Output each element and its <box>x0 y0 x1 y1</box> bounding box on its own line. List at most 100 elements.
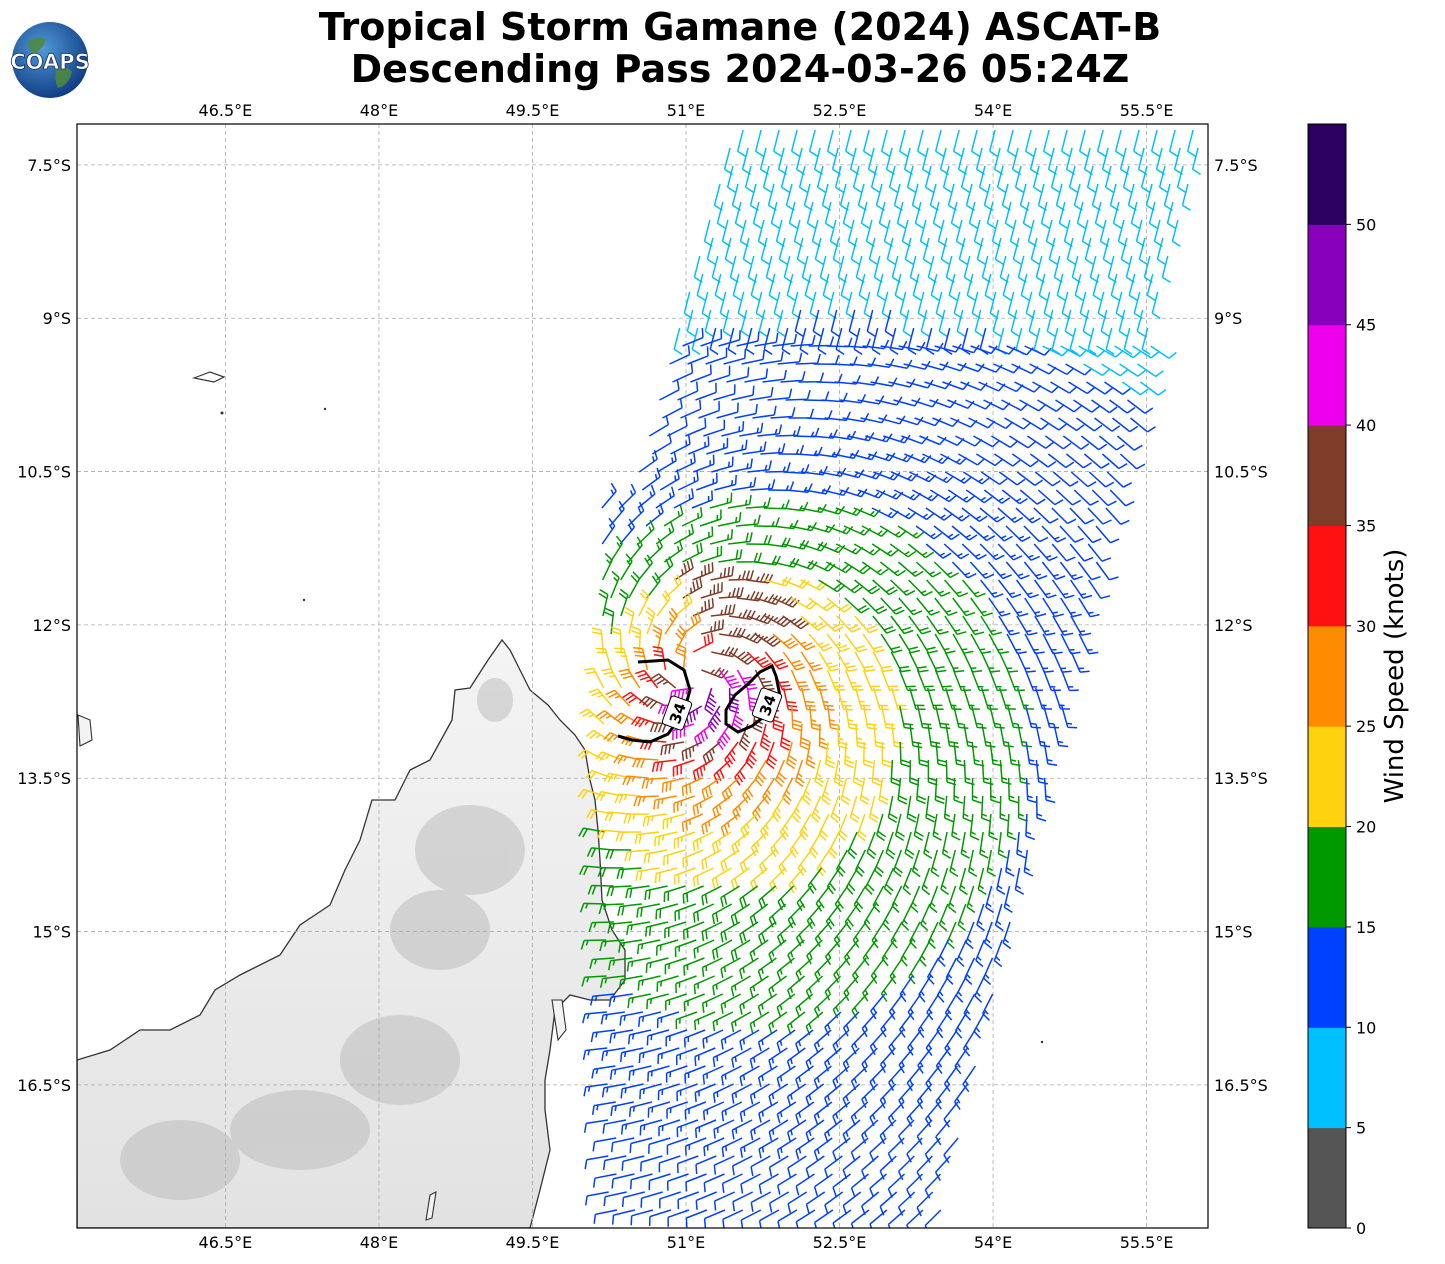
wind-barb <box>887 1101 905 1127</box>
wind-barb <box>730 939 751 961</box>
wind-barb <box>795 1029 814 1053</box>
wind-barb <box>1150 345 1177 359</box>
wind-barb <box>718 669 742 689</box>
wind-barb <box>813 1137 833 1161</box>
wind-barb <box>794 759 805 788</box>
wind-barb <box>643 849 668 864</box>
wind-barb <box>973 435 1001 448</box>
wind-barb <box>738 723 751 752</box>
wind-barb <box>749 386 774 401</box>
wind-barb <box>897 777 908 805</box>
wind-barb <box>647 1101 671 1118</box>
wind-barb <box>1094 201 1104 230</box>
wind-barb <box>821 777 832 806</box>
wind-barb <box>886 237 896 266</box>
wind-barb <box>1006 633 1027 655</box>
wind-barb <box>739 1065 760 1087</box>
wind-barb <box>704 309 714 338</box>
wind-barb <box>701 777 722 800</box>
wind-barb <box>602 1119 627 1134</box>
wind-barb <box>790 129 801 158</box>
wind-barb <box>942 165 953 194</box>
wind-barb <box>939 362 967 372</box>
wind-barb <box>701 993 724 1013</box>
wind-barb <box>1096 345 1124 358</box>
wind-barb <box>1011 453 1039 468</box>
wind-barb <box>736 590 764 602</box>
wind-barb <box>639 1083 662 1100</box>
wind-barb <box>824 741 836 769</box>
wind-barb <box>844 669 864 692</box>
wind-barb <box>772 596 800 608</box>
wind-barb <box>1053 723 1069 748</box>
wind-barb <box>776 993 796 1017</box>
wind-barb <box>604 607 615 635</box>
wind-barb <box>1066 237 1076 266</box>
wind-barb <box>1055 489 1082 506</box>
wind-barb <box>878 201 888 230</box>
wind-barb <box>805 975 824 1000</box>
island-small-4 <box>1040 1040 1044 1044</box>
wind-barb <box>1023 561 1048 580</box>
wind-barb <box>899 741 911 768</box>
wind-barb <box>998 579 1022 599</box>
wind-barb <box>880 340 908 351</box>
wind-barb <box>962 579 986 598</box>
title-line-2: Descending Pass 2024-03-26 05:24Z <box>350 47 1130 91</box>
wind-barb <box>587 884 614 895</box>
lat-tick-label: 7.5°S <box>27 156 71 175</box>
wind-barb <box>630 1209 654 1226</box>
wind-barb <box>786 1119 807 1142</box>
wind-barb <box>880 633 903 654</box>
wind-barb <box>988 345 1016 355</box>
wind-barb <box>768 1155 789 1177</box>
wind-barb <box>585 729 613 743</box>
wind-barb <box>682 611 702 635</box>
wind-barb <box>879 1155 897 1180</box>
wind-barb <box>970 129 981 158</box>
wind-barb <box>975 939 985 968</box>
wind-barb <box>807 867 823 894</box>
wind-barb <box>577 788 605 799</box>
wind-barb <box>926 579 951 597</box>
wind-barb <box>1087 579 1111 600</box>
wind-barb <box>639 1119 663 1136</box>
wind-barb <box>673 795 695 813</box>
wind-barb <box>921 867 931 896</box>
wind-barb <box>1006 813 1017 841</box>
wind-barb <box>717 512 742 527</box>
wind-barb <box>966 885 976 914</box>
wind-barb <box>975 363 1003 373</box>
wind-barb <box>1176 165 1187 194</box>
wind-barb <box>997 543 1023 561</box>
wind-barb <box>986 201 996 230</box>
island-small-2 <box>323 407 327 411</box>
wind-barb <box>750 479 776 491</box>
wind-barb <box>917 705 933 730</box>
wind-barb <box>682 849 704 868</box>
wind-barb <box>874 849 884 878</box>
wind-barb <box>826 633 850 653</box>
chart-title: Tropical Storm Gamane (2024) ASCAT-B Des… <box>150 6 1330 90</box>
wind-barb <box>1052 651 1072 673</box>
wind-barb <box>712 1083 734 1103</box>
wind-barb <box>880 1011 896 1038</box>
wind-barb <box>853 507 881 518</box>
wind-barb <box>806 201 816 230</box>
wind-barb <box>790 669 810 691</box>
wind-barb <box>768 273 778 302</box>
wind-barb <box>649 415 670 437</box>
wind-barb <box>1101 453 1128 470</box>
wind-barb <box>1016 471 1044 487</box>
wind-barb <box>696 472 718 491</box>
wind-barb <box>728 687 740 714</box>
wind-barb <box>736 129 747 158</box>
wind-barb <box>654 831 678 847</box>
wind-barb <box>961 543 987 560</box>
wind-barb <box>669 345 691 365</box>
wind-barb <box>1037 399 1065 412</box>
wind-barb <box>739 1029 760 1051</box>
wind-barb <box>881 741 892 768</box>
wind-barb <box>721 1173 743 1193</box>
wind-barb <box>682 885 704 904</box>
